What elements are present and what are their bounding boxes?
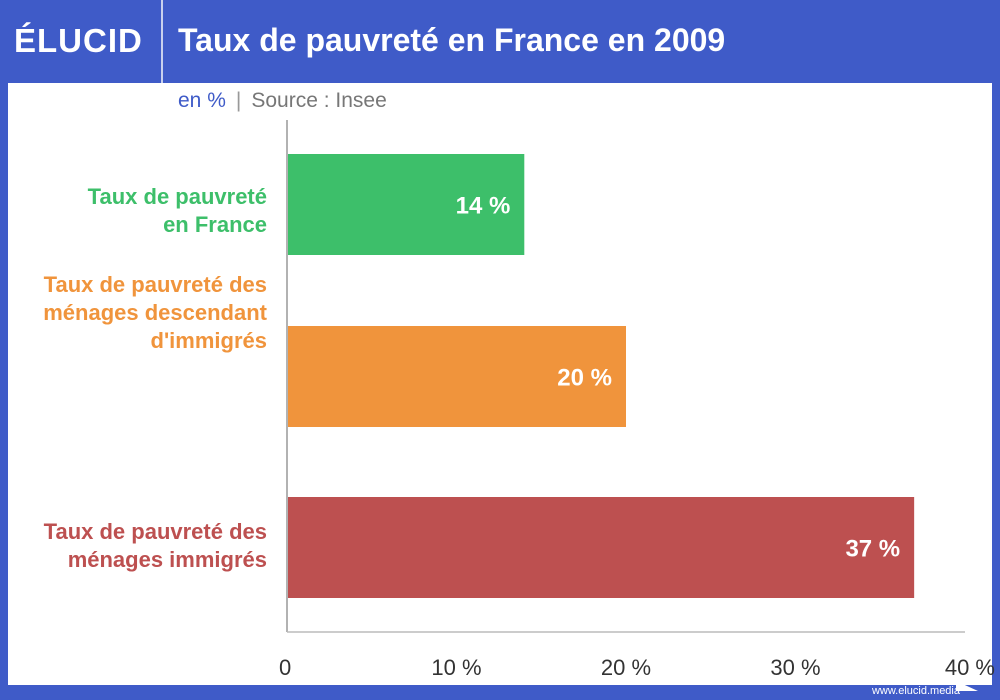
bar-value-label: 20 %: [557, 365, 612, 392]
x-tick-label: 0: [279, 655, 291, 680]
bar-value-label: 37 %: [845, 536, 900, 563]
flag-icon: [956, 681, 978, 691]
category-label: Taux de pauvreté des ménages descendant …: [43, 272, 267, 353]
bar: [288, 154, 525, 255]
elucid-logo: ÉLUCID: [14, 22, 143, 59]
separator: |: [235, 89, 242, 112]
header: ÉLUCID Taux de pauvreté en France en 200…: [0, 0, 1000, 83]
bar: [288, 497, 915, 598]
chart-subtitle: en % | Source : Insee: [178, 89, 387, 113]
header-divider: [161, 0, 163, 83]
bar: [288, 326, 626, 427]
chart-title: Taux de pauvreté en France en 2009: [178, 22, 726, 58]
footer-url[interactable]: www.elucid.media: [871, 685, 960, 697]
x-tick-label: 30 %: [770, 655, 820, 680]
category-label: Taux de pauvreté des ménages immigrés: [43, 519, 267, 572]
x-tick-label: 20 %: [601, 655, 651, 680]
bar-value-label: 14 %: [456, 193, 511, 220]
x-tick-label: 40 %: [945, 655, 995, 680]
unit-label: en %: [178, 89, 226, 112]
x-tick-label: 10 %: [431, 655, 481, 680]
category-label: Taux de pauvreté en France: [87, 184, 267, 237]
source-label: Source : Insee: [251, 89, 387, 112]
